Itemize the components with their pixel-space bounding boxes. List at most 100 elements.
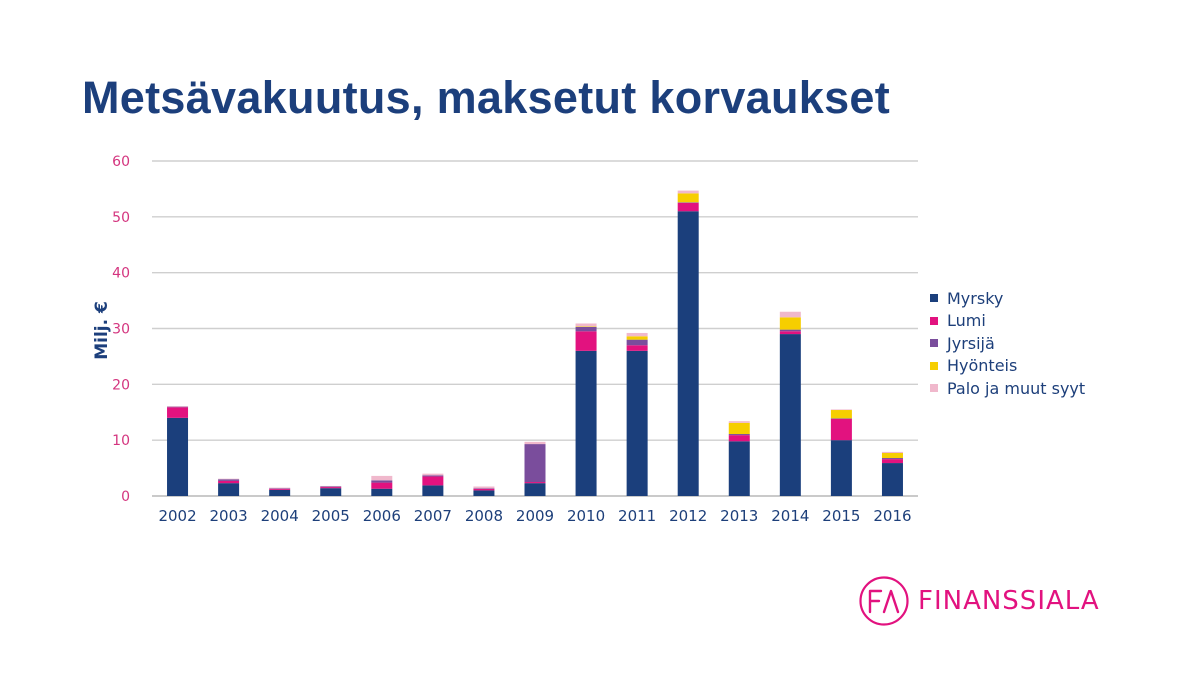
bar-segment-palo-ja-muut-syyt	[371, 475, 393, 481]
x-tick-label: 2013	[720, 507, 758, 525]
bar-segment-palo-ja-muut-syyt	[626, 332, 648, 337]
legend-label: Myrsky	[947, 288, 1004, 308]
x-tick-label: 2015	[822, 507, 860, 525]
bar-segment-palo-ja-muut-syyt	[881, 451, 903, 454]
x-tick-label: 2006	[363, 507, 401, 525]
x-tick-label: 2010	[567, 507, 605, 525]
bar-segment-palo-ja-muut-syyt	[524, 441, 546, 445]
bar-segment-palo-ja-muut-syyt	[473, 486, 495, 489]
bar-segment-lumi	[422, 476, 444, 486]
chart-legend: Myrsky Lumi Jyrsijä Hyönteis Palo ja muut sy…	[930, 287, 1085, 400]
x-tick-label: 2002	[158, 507, 196, 525]
bar-segment-myrsky	[524, 483, 546, 496]
bar-segment-myrsky	[167, 417, 189, 496]
legend-label: Hyönteis	[947, 356, 1018, 376]
x-tick-label: 2004	[261, 507, 299, 525]
x-tick-label: 2005	[312, 507, 350, 525]
y-tick-label: 40	[112, 266, 130, 282]
bar-segment-myrsky	[677, 211, 699, 496]
fa-logo-icon	[859, 576, 909, 626]
bar-segment-jyrsij-	[524, 444, 546, 483]
bar-segment-lumi	[830, 418, 852, 441]
bar-segment-jyrsij-	[881, 458, 903, 460]
bar-segment-hy-nteis	[779, 317, 801, 330]
legend-item: Jyrsijä	[930, 332, 1085, 355]
bar-segment-palo-ja-muut-syyt	[677, 190, 699, 194]
legend-item: Lumi	[930, 310, 1085, 333]
x-tick-label: 2014	[771, 507, 809, 525]
y-tick-label: 60	[112, 154, 130, 170]
y-tick-label: 20	[112, 377, 130, 393]
bar-segment-lumi	[728, 435, 750, 442]
finanssiala-logo: FINANSSIALA	[858, 575, 1100, 627]
bar-segment-myrsky	[728, 441, 750, 496]
bar-segment-palo-ja-muut-syyt	[728, 421, 750, 423]
bar-segment-hy-nteis	[830, 410, 852, 419]
bar-segment-hy-nteis	[881, 453, 903, 459]
bar-segment-palo-ja-muut-syyt	[167, 406, 189, 407]
x-tick-label: 2008	[465, 507, 503, 525]
legend-item: Palo ja muut syyt	[930, 377, 1085, 400]
bar-segment-jyrsij-	[371, 480, 393, 483]
x-tick-label: 2011	[618, 507, 656, 525]
bar-segment-myrsky	[320, 488, 342, 496]
bar-segment-palo-ja-muut-syyt	[422, 473, 444, 476]
bar-segment-lumi	[473, 488, 495, 491]
bar-segment-jyrsij-	[677, 202, 699, 203]
bar-segment-hy-nteis	[575, 326, 597, 327]
bar-segment-myrsky	[830, 440, 852, 496]
bar-segment-jyrsij-	[626, 339, 648, 346]
bar-segment-myrsky	[626, 350, 648, 496]
legend-item: Myrsky	[930, 287, 1085, 310]
bar-segment-jyrsij-	[830, 418, 852, 419]
bar-segment-jyrsij-	[269, 488, 291, 489]
bar-segment-myrsky	[881, 463, 903, 496]
x-tick-label: 2012	[669, 507, 707, 525]
y-axis-label: Milj. €	[92, 301, 112, 360]
bar-segment-myrsky	[473, 490, 495, 496]
bar-segment-lumi	[269, 488, 291, 490]
legend-label: Palo ja muut syyt	[947, 378, 1086, 398]
bar-segment-jyrsij-	[320, 486, 342, 488]
bar-segment-hy-nteis	[626, 336, 648, 340]
y-tick-label: 10	[112, 433, 130, 449]
bar-segment-lumi	[779, 331, 801, 335]
bar-segment-lumi	[575, 331, 597, 351]
legend-label: Jyrsijä	[947, 333, 995, 353]
y-tick-label: 30	[112, 322, 130, 338]
bar-segment-hy-nteis	[728, 422, 750, 435]
bar-segment-myrsky	[269, 489, 291, 496]
bar-segment-palo-ja-muut-syyt	[218, 478, 240, 480]
legend-swatch	[930, 361, 938, 370]
bar-segment-lumi	[881, 459, 903, 464]
bar-segment-lumi	[320, 487, 342, 489]
bar-segment-jyrsij-	[422, 475, 444, 477]
bar-segment-palo-ja-muut-syyt	[269, 487, 291, 489]
bar-segment-hy-nteis	[677, 193, 699, 203]
y-tick-label: 50	[112, 210, 130, 226]
bar-segment-lumi	[371, 482, 393, 489]
bar-segment-lumi	[626, 345, 648, 351]
bar-segment-myrsky	[422, 485, 444, 496]
bar-segment-lumi	[167, 407, 189, 418]
bar-segment-myrsky	[218, 483, 240, 496]
bar-segment-jyrsij-	[218, 479, 240, 481]
legend-swatch	[930, 384, 938, 393]
bar-segment-palo-ja-muut-syyt	[575, 323, 597, 327]
bar-segment-palo-ja-muut-syyt	[779, 311, 801, 318]
legend-swatch	[930, 339, 938, 348]
bar-segment-lumi	[218, 480, 240, 484]
legend-swatch	[930, 316, 938, 325]
bar-segment-lumi	[677, 202, 699, 212]
bar-segment-myrsky	[779, 334, 801, 496]
y-tick-label: 0	[121, 489, 130, 505]
x-tick-label: 2007	[414, 507, 452, 525]
page-title: Metsävakuutus, maksetut korvaukset	[82, 72, 891, 123]
bar-segment-myrsky	[371, 488, 393, 496]
x-tick-label: 2003	[210, 507, 248, 525]
bar-segment-jyrsij-	[575, 326, 597, 332]
bar-segment-palo-ja-muut-syyt	[320, 485, 342, 487]
bar-segment-lumi	[524, 482, 546, 484]
x-tick-label: 2009	[516, 507, 554, 525]
